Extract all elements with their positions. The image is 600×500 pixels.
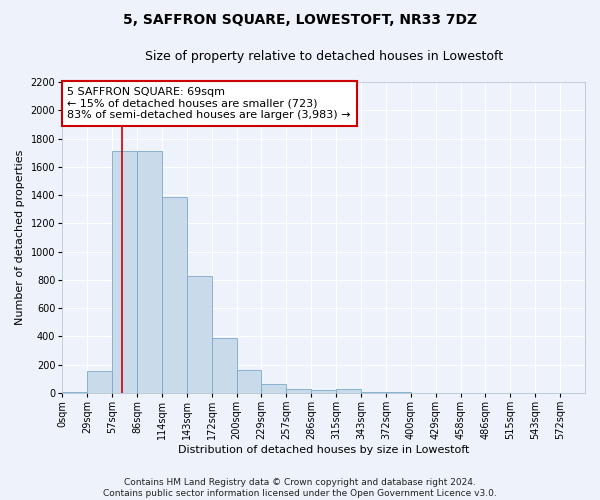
Bar [336,389,361,393]
Bar [62,392,87,393]
Bar [212,338,236,393]
Bar [162,196,187,393]
Bar [137,152,162,393]
Y-axis label: Number of detached properties: Number of detached properties [15,150,25,326]
Bar [361,392,386,393]
Bar [187,276,212,393]
Text: Contains HM Land Registry data © Crown copyright and database right 2024.
Contai: Contains HM Land Registry data © Crown c… [103,478,497,498]
Bar [386,392,411,393]
Bar [286,390,311,393]
Bar [87,371,112,393]
Bar [236,370,262,393]
Bar [311,390,336,393]
Bar [262,384,286,393]
Title: Size of property relative to detached houses in Lowestoft: Size of property relative to detached ho… [145,50,503,63]
Text: 5 SAFFRON SQUARE: 69sqm
← 15% of detached houses are smaller (723)
83% of semi-d: 5 SAFFRON SQUARE: 69sqm ← 15% of detache… [67,87,351,120]
Text: 5, SAFFRON SQUARE, LOWESTOFT, NR33 7DZ: 5, SAFFRON SQUARE, LOWESTOFT, NR33 7DZ [123,12,477,26]
X-axis label: Distribution of detached houses by size in Lowestoft: Distribution of detached houses by size … [178,445,469,455]
Bar [112,152,137,393]
